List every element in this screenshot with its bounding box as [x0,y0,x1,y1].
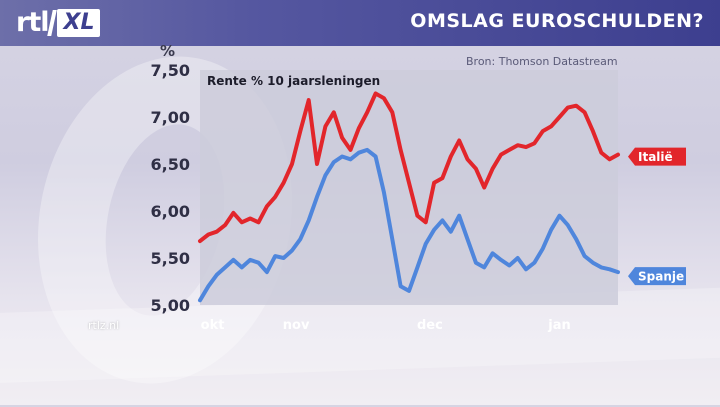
header-bar: rtl XL OMSLAG EUROSCHULDEN? [0,0,720,46]
logo-xl-text: XL [57,9,101,37]
series-lines [198,91,620,303]
y-axis-unit: % [160,42,176,60]
series-label-tag [628,267,686,286]
x-tick-label: okt [201,318,225,333]
page-title: OMSLAG EUROSCHULDEN? [410,10,704,32]
y-tick-label: 6,50 [151,155,190,174]
x-tick-label: nov [283,318,310,333]
y-tick-label: 5,00 [151,296,190,315]
y-tick-label: 7,50 [151,61,190,80]
series-labels: Italië Spanje [628,147,686,286]
chart-title: Rente % 10 jaarsleningen [207,74,380,88]
source-label: Bron: Thomson Datastream [466,55,618,68]
y-axis-ticks: 5,00 5,50 6,00 6,50 7,00 7,50 [151,61,190,315]
series-line-italy [198,91,620,244]
site-watermark: rtlz.nl [88,319,120,332]
y-tick-label: 7,00 [151,108,190,127]
x-tick-label: jan [547,318,570,333]
logo-rtl-text: rtl [16,7,49,38]
x-tick-label: dec [417,318,443,333]
series-label-text: Spanje [638,270,684,284]
series-label-text: Italië [638,150,673,164]
series-line-spain [198,147,620,303]
x-axis-ticks: okt nov dec jan [201,318,571,333]
rtl-xl-logo: rtl XL [16,7,101,39]
series-label-tag [628,147,686,166]
y-tick-label: 6,00 [151,202,190,221]
y-tick-label: 5,50 [151,249,190,268]
